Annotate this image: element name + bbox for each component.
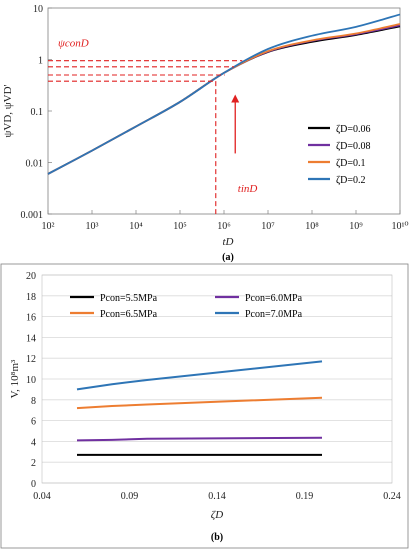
x-tick-label: 0.24: [383, 491, 401, 502]
chart-panel-b: 0.04 0.09 0.14 0.19 0.24 0 2 4 6 8 10 12 14 16 18 20 P…: [0, 263, 409, 549]
legend-item-label: Pcon=5.5MPa: [100, 293, 158, 304]
y-tick-label: 0.01: [26, 159, 44, 170]
tin-label: tinD: [238, 183, 258, 195]
legend-item-label: ζD=0.1: [336, 158, 366, 169]
x-axis-label-b: ζD: [211, 509, 223, 521]
x-tick-label: 0.04: [33, 491, 51, 502]
chart-frame-b: [0, 263, 409, 549]
y-tick-label: 2: [31, 458, 36, 469]
x-tick-labels-a: 10² 10³ 10⁴ 10⁵ 10⁶ 10⁷ 10⁸ 10⁹ 10¹⁰: [42, 210, 409, 232]
legend-b: Pcon=5.5MPa Pcon=6.0MPa Pcon=6.5MPa Pcon=7.…: [70, 293, 303, 320]
x-tick-label: 10⁷: [261, 221, 275, 232]
panel-label-b: (b): [211, 532, 223, 543]
y-tick-label: 20: [26, 271, 36, 282]
y-tick-labels-b: 0 2 4 6 8 10 12 14 16 18 20: [26, 271, 36, 490]
y-axis-label-b: V, 10⁸m³: [9, 359, 21, 398]
panel-label-a: (a): [222, 252, 234, 263]
x-tick-labels-b: 0.04 0.09 0.14 0.19 0.24: [33, 491, 401, 502]
y-tick-label: 0: [31, 479, 36, 490]
x-tick-label: 0.14: [208, 491, 226, 502]
series-lines-b: [76, 360, 323, 456]
x-tick-label: 10³: [86, 221, 99, 232]
x-tick-label: 10⁸: [305, 221, 319, 232]
y-tick-label: 10: [26, 375, 36, 386]
x-tick-label: 0.09: [121, 491, 139, 502]
x-axis-label-a: tD: [223, 236, 234, 248]
y-tick-label: 0.001: [21, 210, 44, 221]
series-line: [76, 360, 323, 391]
x-tick-label: 0.19: [296, 491, 314, 502]
psi-con-label: ψconD: [58, 38, 89, 50]
y-tick-label: 14: [26, 333, 36, 344]
series-line: [47, 13, 401, 175]
arrow-head: [231, 94, 240, 103]
series-line: [76, 436, 323, 442]
y-tick-label: 16: [26, 313, 36, 324]
x-tick-label: 10⁶: [217, 221, 231, 232]
y-tick-label: 6: [31, 417, 36, 428]
legend-item-label: Pcon=6.0MPa: [245, 293, 303, 304]
legend-item-label: Pcon=7.0MPa: [245, 309, 303, 320]
annotations-a: ψconD tinD: [48, 38, 257, 214]
y-tick-label: 1: [38, 56, 43, 67]
chart-panel-a: ψconD tinD 10² 10³ 10⁴ 10⁵ 10⁶ 10⁷ 10⁸ 10⁹ 10¹⁰ 0…: [2, 4, 409, 263]
x-tick-label: 10²: [42, 221, 55, 232]
legend-item-label: ζD=0.06: [336, 124, 371, 135]
x-tick-label: 10¹⁰: [391, 221, 408, 232]
gridlines-b: [42, 274, 392, 484]
plot-area-a: [47, 7, 401, 215]
legend-item-label: Pcon=6.5MPa: [100, 309, 158, 320]
y-tick-label: 12: [26, 354, 36, 365]
x-tick-label: 10⁹: [349, 221, 363, 232]
legend-a: ζD=0.06 ζD=0.08 ζD=0.1 ζD=0.2: [308, 124, 371, 186]
series-line: [76, 396, 323, 410]
x-tick-label: 10⁵: [173, 221, 187, 232]
series-lines-a: [47, 13, 401, 175]
y-tick-label: 10: [33, 4, 43, 15]
legend-item-label: ζD=0.08: [336, 141, 371, 152]
plot-area-b: [41, 274, 393, 484]
y-tick-label: 4: [31, 437, 36, 448]
y-tick-label: 8: [31, 396, 36, 407]
y-tick-labels-a: 0.001 0.01 0.1 1 10: [21, 4, 52, 221]
x-tick-label: 10⁴: [129, 221, 143, 232]
y-axis-label-a: ψVD, ψVD': [2, 84, 14, 137]
legend-item-label: ζD=0.2: [336, 175, 366, 186]
y-tick-label: 18: [26, 292, 36, 303]
y-tick-label: 0.1: [31, 107, 44, 118]
